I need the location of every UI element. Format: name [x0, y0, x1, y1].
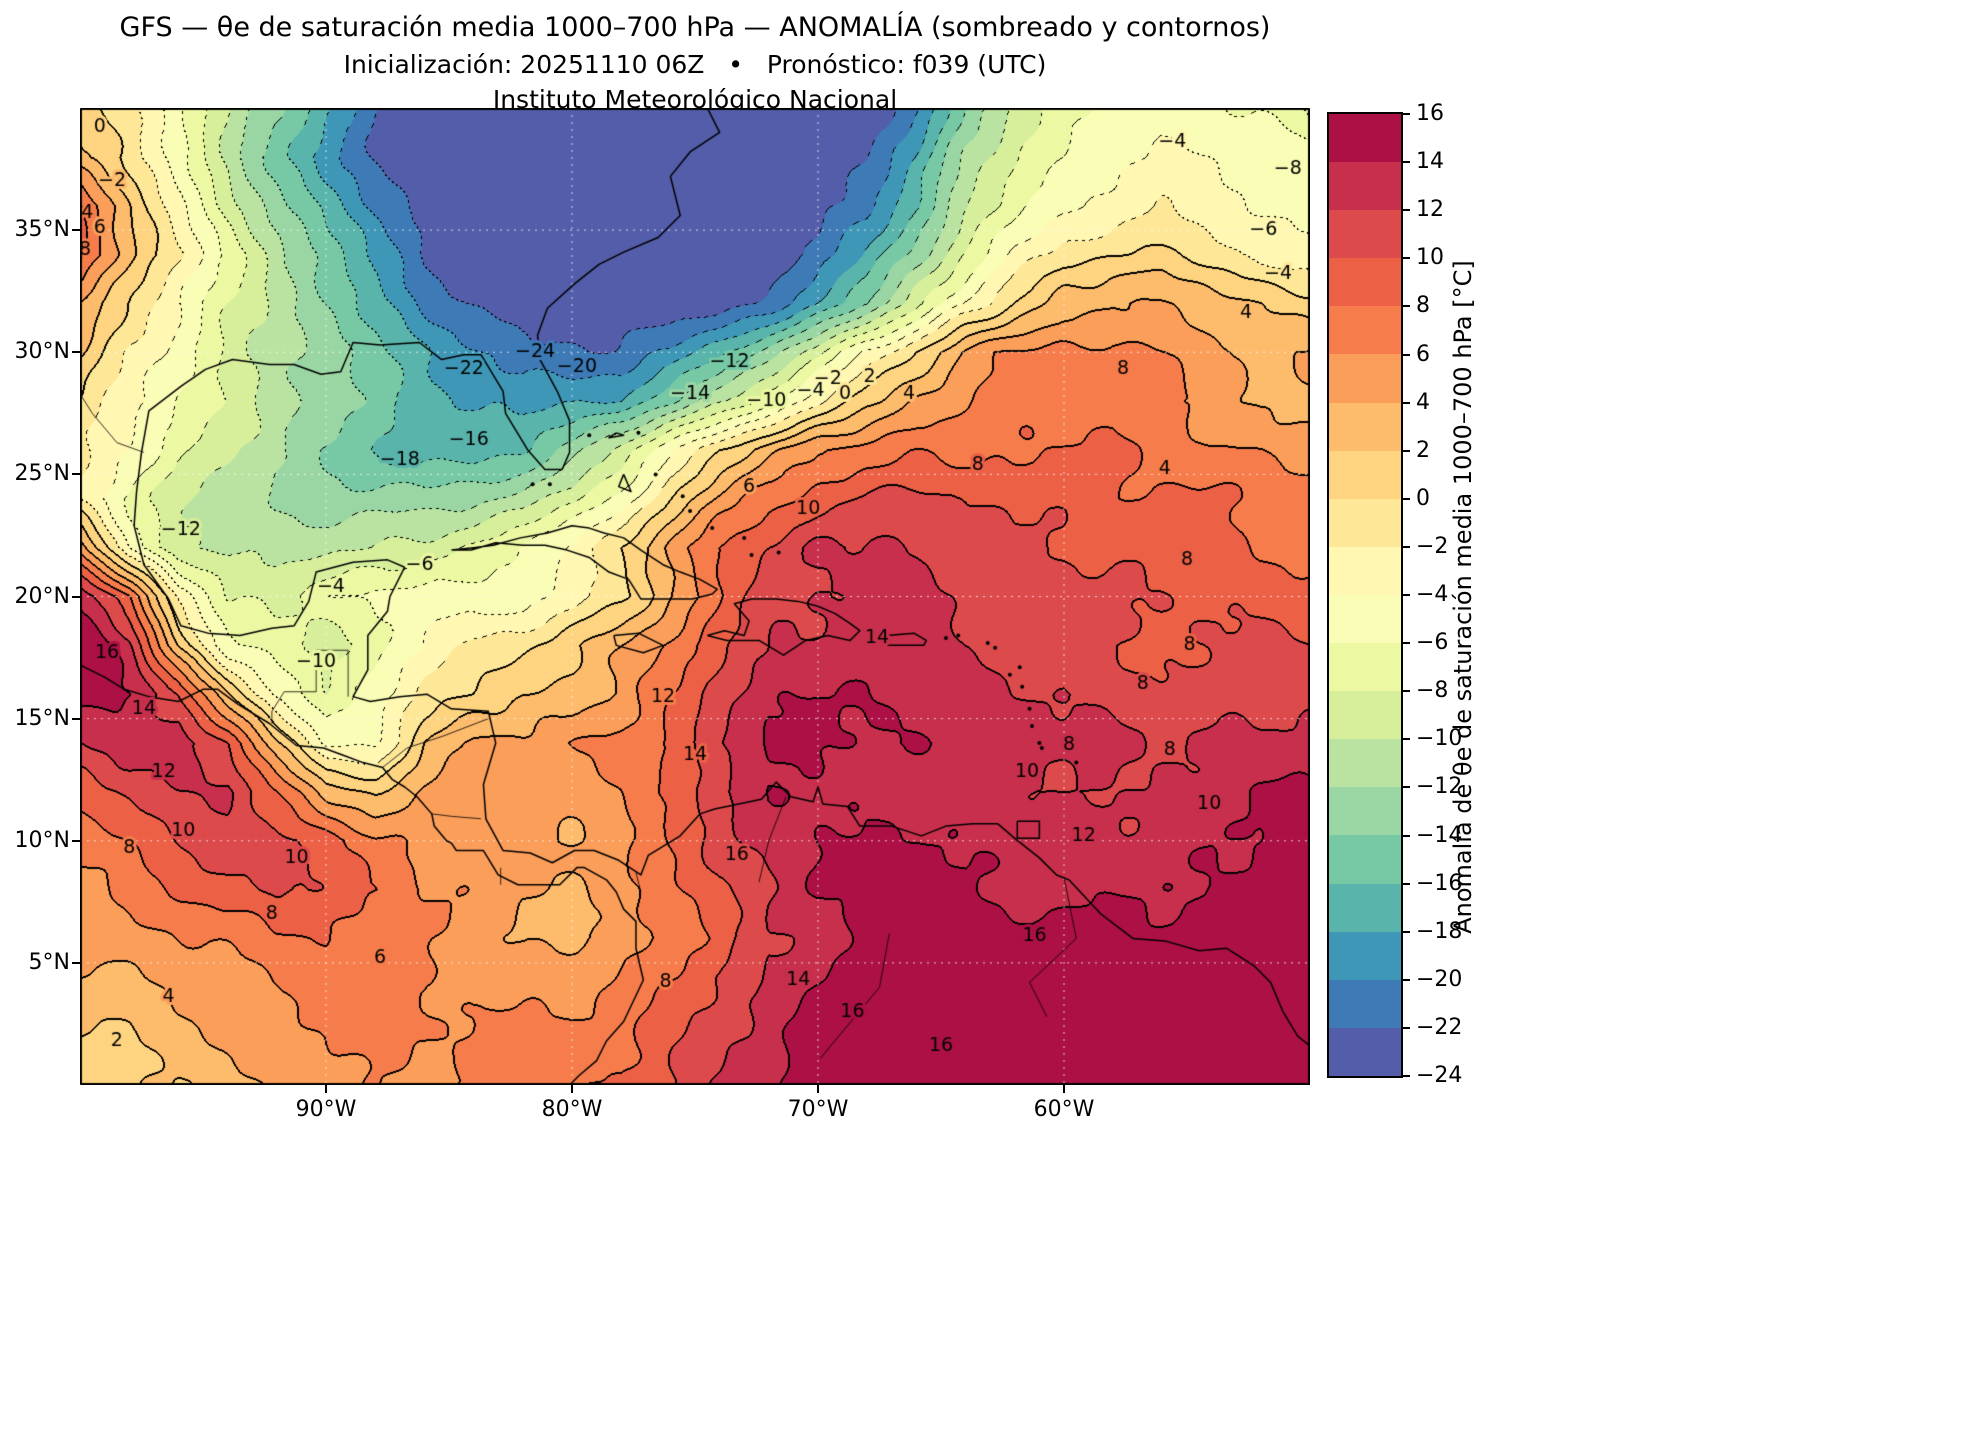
colorbar-tick-mark — [1403, 1026, 1410, 1029]
lat-tick-label: 10°N — [14, 827, 70, 853]
colorbar-label: Anomalía de θe de saturación media 1000–… — [1449, 260, 1477, 934]
colorbar-tick-mark — [1403, 113, 1410, 115]
lat-tick-label: 5°N — [28, 949, 70, 975]
colorbar-tick-label: −8 — [1416, 678, 1449, 704]
colorbar-segment — [1329, 546, 1401, 595]
colorbar-segment — [1329, 450, 1401, 499]
colorbar-tick-mark — [1403, 497, 1410, 500]
lat-tick-label: 30°N — [14, 339, 70, 365]
colorbar-tick-label: 12 — [1416, 197, 1444, 223]
colorbar-tick-mark — [1403, 882, 1410, 885]
lat-tick-label: 15°N — [14, 705, 70, 731]
lat-tick-mark — [72, 229, 80, 232]
colorbar-tick-label: −10 — [1416, 726, 1463, 752]
lat-tick-label: 35°N — [14, 217, 70, 243]
colorbar-tick-mark — [1403, 257, 1410, 260]
colorbar-segment — [1329, 739, 1401, 788]
colorbar-segment — [1329, 402, 1401, 451]
colorbar-segment — [1329, 162, 1401, 211]
colorbar-tick-label: −22 — [1416, 1014, 1463, 1040]
colorbar-segment — [1329, 979, 1401, 1028]
colorbar-tick-label: −14 — [1416, 822, 1463, 848]
colorbar-segment — [1329, 643, 1401, 692]
lon-tick-mark — [571, 1085, 573, 1093]
lon-tick-label: 90°W — [295, 1097, 357, 1122]
lat-tick-mark — [72, 717, 80, 720]
lat-tick-label: 25°N — [14, 461, 70, 487]
colorbar-tick-label: 10 — [1416, 245, 1444, 271]
lat-tick-mark — [72, 961, 80, 964]
map-plot-area — [80, 108, 1310, 1085]
colorbar-segment — [1329, 354, 1401, 403]
colorbar — [1327, 112, 1403, 1078]
colorbar-tick-mark — [1403, 930, 1410, 933]
chart-header: GFS — θe de saturación media 1000–700 hP… — [80, 12, 1310, 114]
colorbar-tick-mark — [1403, 449, 1410, 452]
lat-tick-mark — [72, 351, 80, 354]
colorbar-segment — [1329, 691, 1401, 740]
colorbar-tick-mark — [1403, 401, 1410, 404]
colorbar-segment — [1329, 931, 1401, 980]
colorbar-segment — [1329, 787, 1401, 836]
colorbar-tick-label: 0 — [1416, 485, 1430, 511]
colorbar-tick-label: −20 — [1416, 966, 1463, 992]
colorbar-tick-mark — [1403, 594, 1410, 596]
colorbar-tick-mark — [1403, 1075, 1410, 1077]
colorbar-tick-label: 14 — [1416, 149, 1444, 175]
colorbar-tick-label: 8 — [1416, 293, 1430, 319]
lon-tick-mark — [325, 1085, 327, 1093]
colorbar-tick-label: −24 — [1416, 1063, 1463, 1088]
colorbar-segment — [1329, 210, 1401, 259]
colorbar-segment — [1329, 114, 1401, 163]
colorbar-tick-label: −4 — [1416, 582, 1449, 607]
lat-tick-mark — [72, 595, 80, 598]
colorbar-tick-label: −18 — [1416, 918, 1463, 944]
colorbar-segment — [1329, 835, 1401, 884]
lon-tick-mark — [817, 1085, 819, 1093]
colorbar-tick-label: 4 — [1416, 389, 1430, 415]
lon-tick-mark — [1063, 1085, 1065, 1093]
colorbar-segment — [1329, 883, 1401, 932]
colorbar-tick-label: 6 — [1416, 341, 1430, 367]
colorbar-segment — [1329, 1027, 1401, 1076]
lon-tick-label: 60°W — [1033, 1097, 1095, 1122]
lat-tick-mark — [72, 839, 80, 842]
colorbar-tick-label: −6 — [1416, 630, 1449, 656]
colorbar-tick-mark — [1403, 834, 1410, 837]
colorbar-tick-mark — [1403, 642, 1410, 645]
map-canvas — [80, 108, 1310, 1085]
colorbar-tick-mark — [1403, 978, 1410, 981]
chart-subtitle: Inicialización: 20251110 06Z • Pronóstic… — [343, 50, 1047, 79]
colorbar-tick-label: 16 — [1416, 101, 1444, 126]
colorbar-tick-mark — [1403, 353, 1410, 356]
colorbar-tick-mark — [1403, 738, 1410, 741]
lon-tick-label: 70°W — [787, 1097, 849, 1122]
colorbar-tick-mark — [1403, 545, 1410, 548]
lat-tick-mark — [72, 473, 80, 476]
lon-tick-label: 80°W — [541, 1097, 603, 1122]
colorbar-tick-mark — [1403, 305, 1410, 308]
colorbar-tick-label: 2 — [1416, 437, 1430, 463]
colorbar-segment — [1329, 258, 1401, 307]
colorbar-segment — [1329, 594, 1401, 644]
colorbar-segment — [1329, 306, 1401, 355]
colorbar-tick-label: −2 — [1416, 533, 1449, 559]
colorbar-segment — [1329, 498, 1401, 547]
colorbar-tick-label: −12 — [1416, 774, 1463, 800]
colorbar-tick-label: −16 — [1416, 870, 1463, 896]
colorbar-tick-mark — [1403, 161, 1410, 164]
colorbar-tick-mark — [1403, 690, 1410, 693]
colorbar-tick-mark — [1403, 786, 1410, 789]
colorbar-tick-mark — [1403, 209, 1410, 212]
lat-tick-label: 20°N — [14, 583, 70, 609]
chart-title: GFS — θe de saturación media 1000–700 hP… — [119, 12, 1271, 43]
